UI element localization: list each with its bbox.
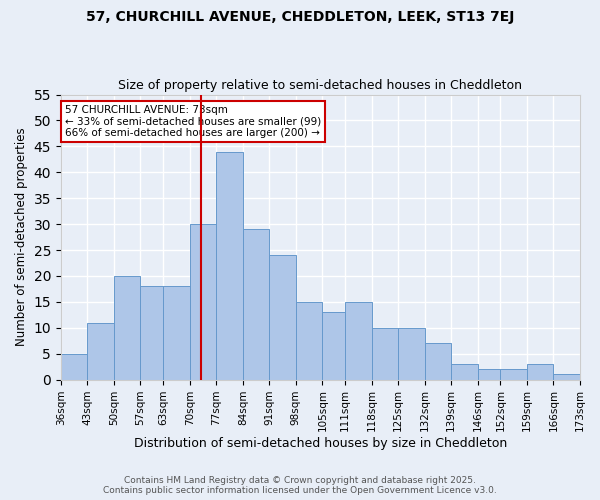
Bar xyxy=(371,328,398,380)
Y-axis label: Number of semi-detached properties: Number of semi-detached properties xyxy=(15,128,28,346)
Text: Contains HM Land Registry data © Crown copyright and database right 2025.
Contai: Contains HM Land Registry data © Crown c… xyxy=(103,476,497,495)
Bar xyxy=(216,152,243,380)
Bar xyxy=(140,286,163,380)
Bar xyxy=(114,276,140,380)
Bar xyxy=(398,328,425,380)
Bar xyxy=(243,230,269,380)
Text: 57 CHURCHILL AVENUE: 73sqm
← 33% of semi-detached houses are smaller (99)
66% of: 57 CHURCHILL AVENUE: 73sqm ← 33% of semi… xyxy=(65,105,321,138)
X-axis label: Distribution of semi-detached houses by size in Cheddleton: Distribution of semi-detached houses by … xyxy=(134,437,507,450)
Bar xyxy=(500,369,527,380)
Bar xyxy=(527,364,553,380)
Bar xyxy=(269,255,296,380)
Bar xyxy=(88,322,114,380)
Bar xyxy=(322,312,345,380)
Bar xyxy=(296,302,322,380)
Bar xyxy=(190,224,216,380)
Bar xyxy=(345,302,371,380)
Bar xyxy=(61,354,88,380)
Bar xyxy=(478,369,500,380)
Text: 57, CHURCHILL AVENUE, CHEDDLETON, LEEK, ST13 7EJ: 57, CHURCHILL AVENUE, CHEDDLETON, LEEK, … xyxy=(86,10,514,24)
Bar xyxy=(425,344,451,380)
Bar xyxy=(451,364,478,380)
Bar xyxy=(163,286,190,380)
Title: Size of property relative to semi-detached houses in Cheddleton: Size of property relative to semi-detach… xyxy=(118,79,523,92)
Bar xyxy=(553,374,580,380)
